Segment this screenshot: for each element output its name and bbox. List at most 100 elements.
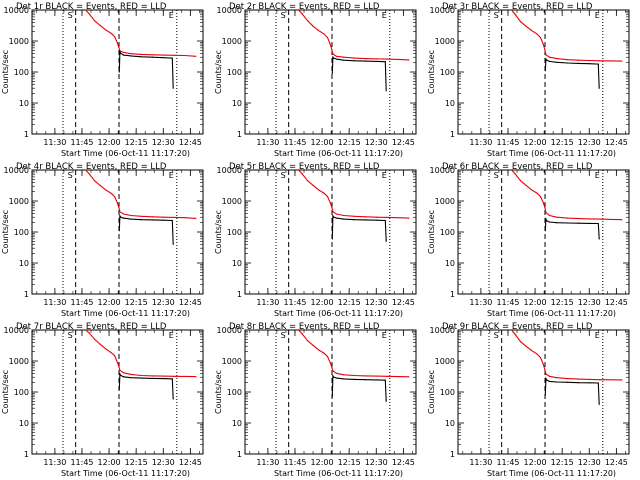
data-point-events [119,51,121,53]
y-tick-label: 1 [24,290,29,299]
x-tick-label: 12:15 [125,138,148,147]
data-point-lld [195,376,197,378]
marker-end: E [595,11,600,20]
data-point-lld [354,374,356,377]
x-tick-label: 12:00 [311,138,334,147]
data-point-lld [335,213,338,215]
x-tick-label: 11:30 [469,298,492,307]
data-point-lld [119,369,121,371]
chart-title: Det 5r BLACK = Events, RED = LLD [229,162,380,172]
data-point-lld [548,375,551,377]
data-point-events [333,57,335,59]
detector-panel: 1 10 100 1000 10000 11:30 11:45 12:00 12:15 12:30… [213,320,426,480]
data-point-lld [326,36,329,39]
x-tick-label: 11:45 [70,458,93,467]
data-point-lld [99,24,101,26]
data-point-events [588,63,590,65]
data-point-lld [104,29,107,31]
x-tick-label: 11:30 [43,458,66,467]
data-point-events [597,382,599,384]
data-point-events [141,219,143,221]
plot-frame [244,169,417,295]
data-point-lld [536,192,538,194]
marker-end: E [595,331,600,340]
data-point-lld [525,25,527,27]
y-axis-label: Counts/sec [214,50,223,94]
data-point-lld [118,366,120,368]
data-point-events [545,378,547,380]
data-point-events [118,230,120,232]
data-point-lld [544,207,546,209]
data-point-lld [307,20,309,22]
data-point-lld [539,356,542,359]
detector-panel: 1 10 100 1000 10000 11:30 11:45 12:00 12:15 12:30… [213,0,426,160]
plot-frame [457,329,630,455]
x-tick-label: 11:45 [283,138,306,147]
y-tick-label: 100 [440,388,455,397]
y-tick-label: 10 [232,99,242,108]
data-point-lld [539,195,542,198]
data-point-lld [520,180,522,182]
chart-title: Det 7r BLACK = Events, RED = LLD [16,322,167,332]
series-events [118,49,174,89]
data-point-events [331,238,333,240]
series-events [544,57,600,89]
data-point-lld [331,367,333,369]
data-point-events [577,62,579,64]
data-point-events [375,219,377,221]
y-tick-label: 10000 [430,6,455,15]
data-point-events [567,381,569,383]
data-point-events [130,55,132,57]
marker-start: S [494,331,499,340]
y-tick-label: 1 [24,130,29,139]
data-point-lld [556,377,558,379]
y-tick-label: 10 [19,419,29,428]
y-axis-label: Counts/sec [1,210,10,254]
data-point-events [544,70,546,72]
data-point-lld [298,170,300,171]
data-point-lld [110,192,112,194]
y-tick-label: 100 [14,388,29,397]
data-point-lld [104,348,107,350]
data-point-lld [544,49,546,51]
series-events [118,214,174,245]
data-point-lld [94,20,96,22]
data-point-lld [162,54,164,56]
data-point-events [141,56,143,58]
marker-end: E [169,331,174,340]
series-events [544,376,600,405]
data-point-events [171,57,173,59]
data-point-lld [317,29,320,31]
data-point-events [598,403,600,405]
data-point-lld [331,49,333,51]
detector-panel: 1 10 100 1000 10000 11:30 11:45 12:00 12:15 12:30… [426,160,639,320]
data-point-lld [610,60,612,62]
y-tick-label: 1000 [9,197,29,206]
data-point-lld [151,375,153,377]
detector-panel: 1 10 100 1000 10000 11:30 11:45 12:00 12:15 12:30… [0,320,213,480]
data-point-lld [542,43,544,45]
x-axis-label: Start Time (06-Oct-11 11:17:20) [274,309,403,318]
data-point-events [545,218,547,220]
data-point-events [577,222,579,224]
data-point-lld [104,189,107,191]
y-tick-label: 1000 [435,37,455,46]
data-point-lld [536,33,538,35]
detector-panel: 1 10 100 1000 10000 11:30 11:45 12:00 12:15 12:30… [213,160,426,320]
y-tick-label: 1 [450,450,455,459]
data-point-events [162,219,164,221]
data-point-lld [323,33,325,35]
plot-frame [31,329,204,455]
x-tick-label: 11:30 [469,138,492,147]
data-point-lld [329,361,331,363]
y-tick-label: 10 [19,99,29,108]
data-point-lld [567,217,569,219]
data-point-lld [577,218,579,220]
data-point-events [119,215,121,217]
y-tick-label: 1000 [222,197,242,206]
data-point-events [385,240,387,242]
x-tick-label: 12:45 [392,298,415,307]
y-tick-label: 10 [232,259,242,268]
data-point-events [172,87,174,89]
